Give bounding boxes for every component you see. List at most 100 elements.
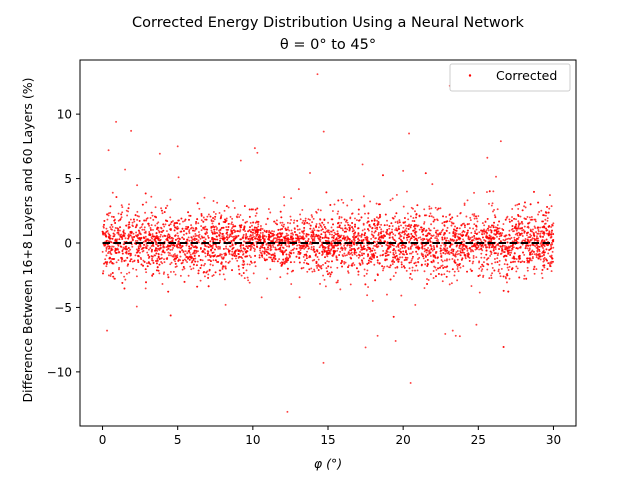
data-point (288, 256, 291, 259)
data-point (437, 207, 440, 210)
data-point (375, 237, 377, 240)
data-point (193, 254, 196, 257)
data-point (120, 256, 123, 259)
data-point (264, 259, 267, 262)
data-point (548, 230, 551, 233)
data-point (301, 221, 304, 224)
data-point (222, 220, 225, 223)
data-point (131, 245, 134, 248)
data-point (175, 245, 178, 248)
data-point (144, 192, 147, 195)
data-point (223, 252, 226, 255)
data-point (363, 268, 366, 271)
data-point (181, 236, 184, 239)
data-point (137, 247, 140, 250)
data-point (213, 232, 216, 235)
data-point (472, 256, 475, 259)
data-point (295, 247, 298, 250)
data-point (493, 221, 496, 224)
data-point (265, 254, 268, 257)
data-point (145, 219, 148, 222)
data-point (542, 260, 545, 263)
data-point (441, 236, 444, 239)
data-point (127, 263, 130, 266)
data-point (299, 218, 302, 221)
data-point (303, 247, 306, 250)
data-point (394, 215, 396, 218)
data-point (102, 262, 105, 265)
data-point (134, 214, 137, 217)
data-point (263, 252, 266, 255)
data-point (405, 227, 408, 230)
data-point (370, 258, 373, 261)
data-point (111, 191, 114, 194)
data-point (367, 217, 370, 219)
data-point (302, 245, 305, 248)
data-point (198, 207, 201, 210)
data-point (412, 255, 414, 258)
data-point (477, 246, 480, 249)
data-point (136, 184, 139, 187)
data-point (322, 130, 325, 133)
data-point (385, 258, 388, 261)
data-point (341, 227, 344, 230)
data-point (365, 238, 368, 241)
data-point (275, 239, 278, 242)
data-point (374, 279, 377, 282)
data-point (127, 236, 130, 239)
data-point (109, 211, 112, 214)
data-point (207, 235, 209, 237)
data-point (283, 262, 286, 265)
data-point (182, 233, 185, 236)
data-point (506, 266, 509, 269)
data-point (535, 231, 537, 234)
data-point (286, 234, 288, 237)
data-point (332, 246, 335, 249)
data-point (175, 265, 178, 268)
data-point (475, 228, 478, 231)
data-point (109, 260, 112, 263)
data-point (480, 247, 483, 250)
data-point (298, 241, 301, 244)
data-point (482, 261, 485, 264)
data-point (400, 294, 403, 297)
data-point (264, 248, 266, 251)
data-point (263, 230, 266, 233)
data-point (145, 247, 148, 250)
data-point (499, 245, 502, 248)
data-point (394, 240, 397, 243)
data-point (311, 259, 314, 262)
data-point (308, 218, 311, 221)
data-point (444, 244, 447, 247)
data-point (172, 270, 175, 273)
data-point (347, 264, 350, 267)
data-point (410, 233, 413, 235)
data-point (196, 202, 199, 205)
data-point (355, 219, 358, 222)
data-point (331, 242, 333, 245)
data-point (524, 218, 527, 220)
data-point (309, 172, 311, 174)
data-point (256, 238, 259, 241)
data-point (199, 237, 202, 240)
data-point (177, 242, 180, 245)
data-point (432, 216, 435, 219)
data-point (179, 251, 182, 254)
data-point (278, 238, 281, 241)
data-point (443, 224, 446, 227)
data-point (146, 251, 149, 254)
data-point (499, 240, 502, 242)
data-point (330, 248, 333, 251)
data-point (286, 267, 289, 270)
data-point (528, 221, 531, 224)
data-point (518, 203, 521, 205)
data-point (475, 233, 478, 235)
data-point (494, 248, 497, 250)
data-point (138, 231, 141, 234)
data-point (110, 228, 112, 230)
data-point (422, 255, 424, 258)
data-point (192, 235, 195, 238)
data-point (396, 220, 399, 223)
data-point (549, 236, 552, 239)
data-point (525, 244, 527, 247)
